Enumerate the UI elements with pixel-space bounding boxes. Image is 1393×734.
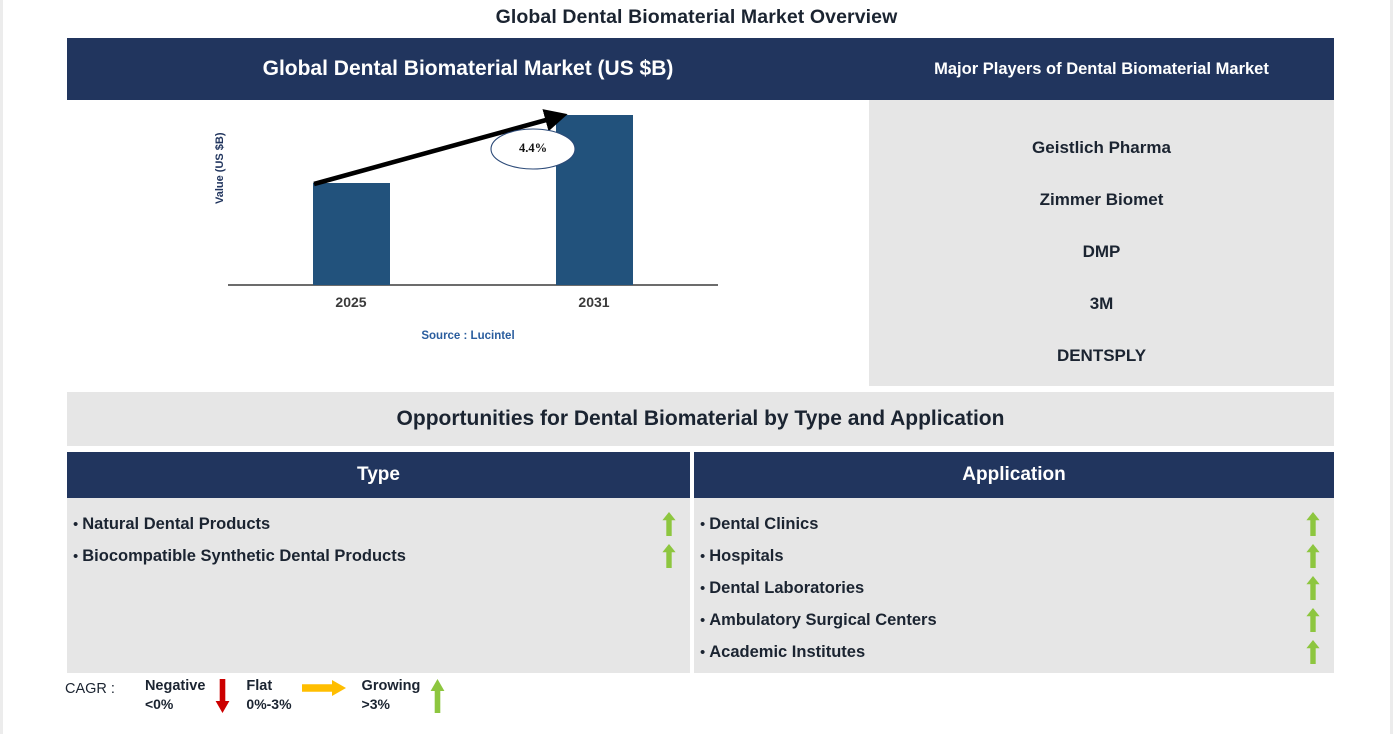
- list-item: DMP: [1082, 242, 1121, 261]
- list-item-label: Dental Laboratories: [709, 578, 865, 597]
- players-panel-header: Major Players of Dental Biomaterial Mark…: [869, 38, 1334, 100]
- cagr-legend-title: CAGR :: [65, 681, 115, 697]
- bullet-icon: •: [700, 579, 706, 597]
- cagr-legend: CAGR : Negative <0% Flat 0%-3% Growing >…: [65, 678, 461, 718]
- legend-text-flat: Flat 0%-3%: [246, 678, 291, 713]
- arrow-right-icon: [301, 678, 346, 714]
- cagr-value-label: 4.4%: [518, 141, 548, 155]
- list-item: • Biocompatible Synthetic Dental Product…: [67, 540, 690, 572]
- list-item: DENTSPLY: [1056, 346, 1147, 365]
- arrow-up-icon: [1306, 576, 1320, 600]
- bullet-icon: •: [700, 611, 706, 629]
- list-item: 3M: [1089, 294, 1114, 313]
- list-item-label: Academic Institutes: [709, 642, 866, 661]
- list-item: • Academic Institutes: [694, 636, 1334, 668]
- cagr-callout-ellipse: [490, 128, 576, 170]
- opportunity-columns: Type • Natural Dental Products • Biocomp…: [67, 452, 1334, 673]
- arrow-up-icon: [1306, 544, 1320, 568]
- chart-panel-header: Global Dental Biomaterial Market (US $B): [67, 38, 869, 100]
- arrow-up-icon: [1306, 640, 1320, 664]
- list-item: • Hospitals: [694, 540, 1334, 572]
- bullet-icon: •: [700, 643, 706, 661]
- list-item: Geistlich Pharma: [1032, 138, 1171, 157]
- type-column-body: • Natural Dental Products • Biocompatibl…: [67, 498, 690, 572]
- chart-body: Value (US $B) 4.4% 2025: [67, 100, 869, 386]
- legend-text-negative: Negative <0%: [145, 678, 205, 713]
- market-chart-panel: Global Dental Biomaterial Market (US $B)…: [67, 38, 869, 386]
- legend-item-flat: Flat 0%-3%: [246, 678, 355, 714]
- players-list: Geistlich Pharma Zimmer Biomet DMP 3M DE…: [869, 100, 1334, 386]
- list-item-label: Biocompatible Synthetic Dental Products: [82, 546, 406, 565]
- bullet-icon: •: [700, 547, 706, 565]
- legend-range: 0%-3%: [246, 695, 292, 712]
- legend-label: Flat: [246, 678, 273, 694]
- application-column-body: • Dental Clinics • Hospitals • Dental La…: [694, 498, 1334, 668]
- arrow-up-icon: [1306, 608, 1320, 632]
- legend-label: Growing: [361, 678, 421, 694]
- chart-x-tick-2031: 2031: [578, 294, 610, 310]
- list-item: • Ambulatory Surgical Centers: [694, 604, 1334, 636]
- legend-text-growing: Growing >3%: [362, 678, 421, 713]
- list-item-label: Dental Clinics: [709, 514, 819, 533]
- legend-label: Negative: [144, 678, 206, 694]
- list-item: • Dental Clinics: [694, 508, 1334, 540]
- page-title: Global Dental Biomaterial Market Overvie…: [495, 6, 898, 28]
- chart-x-tick-2025: 2025: [335, 294, 367, 310]
- arrow-down-icon: [215, 678, 230, 718]
- bullet-icon: •: [700, 515, 706, 533]
- legend-item-growing: Growing >3%: [362, 678, 456, 718]
- arrow-up-icon: [430, 678, 445, 718]
- application-column: Application • Dental Clinics • Hospitals…: [694, 452, 1334, 673]
- legend-range: >3%: [361, 695, 390, 712]
- legend-item-negative: Negative <0%: [145, 678, 240, 718]
- opportunities-banner: Opportunities for Dental Biomaterial by …: [67, 392, 1334, 446]
- legend-range: <0%: [144, 695, 174, 712]
- bar-chart-graphic: [228, 109, 718, 286]
- top-row: Global Dental Biomaterial Market (US $B)…: [67, 38, 1334, 386]
- type-column-header: Type: [67, 452, 690, 498]
- list-item: • Dental Laboratories: [694, 572, 1334, 604]
- growth-arrow: [313, 109, 568, 187]
- bar-2025: [313, 183, 390, 285]
- type-column: Type • Natural Dental Products • Biocomp…: [67, 452, 690, 673]
- list-item: • Natural Dental Products: [67, 508, 690, 540]
- bullet-icon: •: [73, 515, 79, 533]
- list-item-label: Natural Dental Products: [82, 514, 271, 533]
- list-item: Zimmer Biomet: [1039, 190, 1164, 209]
- chart-source-label: Source : Lucintel: [421, 330, 515, 342]
- arrow-up-icon: [1306, 512, 1320, 536]
- arrow-up-icon: [662, 544, 676, 568]
- application-column-header: Application: [694, 452, 1334, 498]
- major-players-panel: Major Players of Dental Biomaterial Mark…: [869, 38, 1334, 386]
- list-item-label: Ambulatory Surgical Centers: [709, 610, 937, 629]
- arrow-up-icon: [662, 512, 676, 536]
- bullet-icon: •: [73, 547, 79, 565]
- list-item-label: Hospitals: [709, 546, 784, 565]
